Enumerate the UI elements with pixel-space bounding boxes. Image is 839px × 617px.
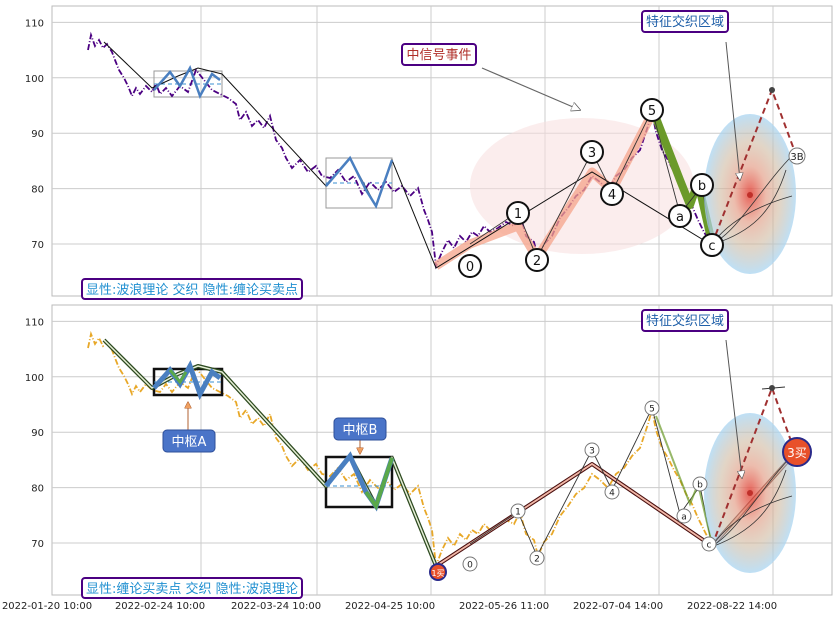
zhongshu-a-zigzag-accent: [168, 369, 188, 385]
wave-label-top-text: a: [676, 210, 684, 225]
wave-label-bottom-b: b: [692, 476, 708, 492]
future-label-3b-text: 3B: [790, 152, 803, 163]
feature-zone-bottom: [704, 339, 801, 573]
y-tick-label: 70: [31, 240, 44, 251]
y-tick-label: 110: [25, 18, 44, 29]
buy-point-1: 1买: [429, 563, 447, 581]
wave-label-top-3: 3: [580, 140, 604, 164]
wave-label-bottom-c: c: [701, 536, 717, 552]
wave-label-bottom-text: 5: [649, 405, 655, 415]
wave-label-bottom-3: 3: [584, 442, 600, 458]
top-y-ticks: 70 80 90 100 110: [25, 18, 44, 251]
wave-label-bottom-2: 2: [529, 550, 545, 566]
buy-point-1-text: 1买: [431, 569, 444, 578]
y-tick-label: 100: [25, 74, 44, 85]
callout-signal-event-text: 中信号事件: [406, 48, 471, 63]
legend-top: 显性:波浪理论 交织 隐性:缠论买卖点: [81, 278, 303, 300]
callout-feature-zone-bottom: 特征交织区域: [641, 309, 729, 332]
callout-zhongshu-b: 中枢B: [333, 417, 387, 454]
wave-c-leg-bottom: [655, 415, 713, 545]
zhongshu-b-zigzag-accent: [364, 457, 394, 511]
x-tick-label: 2022-05-26 11:00: [459, 601, 549, 612]
wave-label-bottom-text: 0: [467, 561, 473, 571]
wave-label-bottom-text: b: [697, 481, 703, 491]
buy-point-3: 3买: [782, 437, 812, 467]
wave-label-top-b: b: [690, 173, 714, 197]
bottom-y-ticks: 70 80 90 100 110: [25, 317, 44, 550]
wave-label-bottom-text: 1: [515, 508, 521, 518]
callout-zhongshu-a-text: 中枢A: [172, 435, 207, 450]
bottom-panel: 70 80 90 100 110 2022-01-20 10:00 2022-02-24 …: [2, 304, 833, 612]
wave-label-top-a: a: [668, 204, 692, 228]
zhongshu-top-b-zigzag: [325, 155, 394, 209]
callout-zhongshu-b-text: 中枢B: [343, 423, 378, 438]
wave-label-bottom-a: a: [676, 508, 692, 524]
wave-label-top-text: c: [708, 239, 715, 254]
wave-label-top-c: c: [700, 233, 724, 257]
wave-label-top-text: 0: [466, 260, 474, 275]
x-tick-label: 2022-01-20 10:00: [2, 601, 92, 612]
wave-label-top-0: 0: [458, 254, 482, 278]
x-tick-label: 2022-02-24 10:00: [115, 601, 205, 612]
wave-label-top-4: 4: [600, 182, 624, 206]
wave-label-bottom-text: a: [681, 513, 687, 523]
wave-label-bottom-text: 2: [534, 555, 540, 565]
callout-feature-zone-top-text: 特征交织区域: [646, 14, 724, 30]
price-line-bottom: [87, 330, 711, 567]
zhongshu-top-a-zigzag: [153, 64, 221, 100]
wave-label-top-text: 5: [648, 104, 656, 119]
wave-label-top-text: 4: [608, 188, 616, 203]
wave-label-top-1: 1: [506, 201, 530, 225]
x-tick-label: 2022-04-25 10:00: [345, 601, 435, 612]
callout-signal-event: 中信号事件: [401, 43, 477, 66]
x-tick-label: 2022-03-24 10:00: [231, 601, 321, 612]
wave-label-top-text: 3: [588, 146, 596, 161]
y-tick-label: 70: [31, 539, 44, 550]
y-tick-label: 80: [31, 484, 44, 495]
wave-label-bottom-text: 4: [609, 489, 615, 499]
y-tick-label: 80: [31, 185, 44, 196]
wave-label-top-text: 1: [514, 207, 522, 222]
y-tick-label: 100: [25, 373, 44, 384]
wave-label-bottom-1: 1: [510, 503, 526, 519]
wave-label-bottom-5: 5: [644, 400, 660, 416]
buy-point-3-text: 3买: [787, 446, 807, 460]
wave-labels-bottom: 0 1 2 3 4 5 a b c: [462, 400, 717, 572]
callout-zhongshu-a: 中枢A: [162, 402, 216, 453]
legend-bottom-text: 显性:缠论买卖点 交织 隐性:波浪理论: [86, 581, 298, 597]
wave-c-leg-top: [652, 116, 716, 244]
wave-labels-top: 0 1 2 3 4 5 a b c: [458, 98, 724, 278]
wave-label-top-text: b: [698, 179, 706, 194]
x-tick-label: 2022-07-04 14:00: [573, 601, 663, 612]
wave-label-bottom-4: 4: [604, 484, 620, 500]
y-tick-label: 90: [31, 428, 44, 439]
y-tick-label: 110: [25, 317, 44, 328]
wave-label-bottom-0: 0: [462, 556, 478, 572]
callout-feature-zone-top: 特征交织区域: [641, 10, 729, 33]
signal-event-arrow: [481, 67, 580, 110]
wave-label-bottom-text: 3: [589, 447, 595, 457]
top-panel: 70 80 90 100 110 0 1 2 3 4 5 a b c: [25, 5, 833, 300]
y-tick-label: 90: [31, 129, 44, 140]
wave-label-top-5: 5: [640, 98, 664, 122]
callout-feature-zone-bottom-text: 特征交织区域: [646, 313, 724, 329]
x-ticks: 2022-01-20 10:00 2022-02-24 10:00 2022-03-…: [2, 601, 777, 612]
legend-bottom: 显性:缠论买卖点 交织 隐性:波浪理论: [81, 577, 303, 599]
wave-label-bottom-text: c: [707, 541, 712, 551]
legend-top-text: 显性:波浪理论 交织 隐性:缠论买卖点: [86, 282, 298, 298]
wave-label-top-2: 2: [525, 248, 549, 272]
zhongshu-box-top-b: [325, 157, 393, 209]
wave-label-top-text: 2: [533, 254, 541, 269]
x-tick-label: 2022-08-22 14:00: [687, 601, 777, 612]
future-label-3b: 3B: [788, 147, 806, 165]
